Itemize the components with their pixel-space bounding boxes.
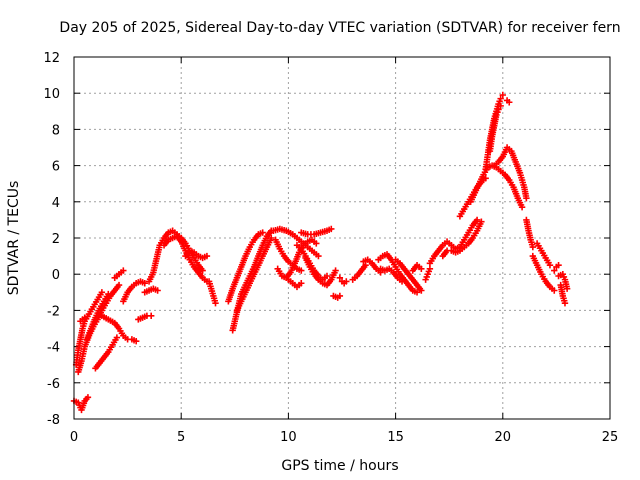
x-tick-label: 15 xyxy=(387,430,404,445)
data-point xyxy=(336,274,344,282)
data-point xyxy=(546,261,554,269)
data-point xyxy=(418,287,425,294)
data-point xyxy=(147,312,155,320)
y-tick-label: 12 xyxy=(43,51,60,66)
data-point xyxy=(105,290,112,298)
data-point xyxy=(418,265,425,272)
data-point xyxy=(413,289,421,296)
data-point xyxy=(518,204,526,211)
data-point xyxy=(259,229,266,236)
y-tick-label: 2 xyxy=(52,232,60,247)
data-point xyxy=(212,299,219,307)
data-point xyxy=(298,267,305,274)
data-point xyxy=(98,289,106,296)
data-point xyxy=(506,99,513,106)
y-tick-label: -8 xyxy=(47,413,60,428)
data-point xyxy=(561,299,569,307)
y-tick-label: -6 xyxy=(47,377,60,392)
x-axis-label: GPS time / hours xyxy=(281,458,398,474)
x-tick-label: 10 xyxy=(280,430,297,445)
data-point xyxy=(336,292,344,300)
data-point xyxy=(199,267,206,274)
y-tick-label: 4 xyxy=(52,196,60,211)
x-tick-label: 5 xyxy=(177,430,185,445)
data-point xyxy=(203,252,211,260)
data-point xyxy=(81,314,88,321)
data-point xyxy=(478,218,485,225)
data-point xyxy=(497,95,504,102)
data-point xyxy=(113,334,121,341)
data-point xyxy=(495,106,502,113)
data-point xyxy=(84,394,92,401)
data-point xyxy=(115,281,123,289)
data-point xyxy=(398,278,406,285)
x-tick-label: 25 xyxy=(602,430,619,445)
y-tick-label: -2 xyxy=(47,304,60,319)
y-tick-label: 6 xyxy=(52,160,60,175)
x-tick-label: 0 xyxy=(70,430,78,445)
data-point xyxy=(555,261,562,269)
data-point xyxy=(499,91,506,99)
data-point xyxy=(120,267,127,274)
data-point xyxy=(132,337,140,345)
data-point xyxy=(315,252,322,260)
data-point xyxy=(482,175,489,182)
data-point xyxy=(497,102,504,110)
y-tick-label: -4 xyxy=(47,341,60,356)
y-tick-label: 8 xyxy=(52,123,60,138)
data-point xyxy=(523,194,530,202)
data-point xyxy=(323,272,331,280)
chart-title: Day 205 of 2025, Sidereal Day-to-day VTE… xyxy=(59,20,620,36)
data-point xyxy=(154,287,161,294)
y-tick-label: 0 xyxy=(52,268,60,283)
data-point xyxy=(343,278,350,285)
plot-frame xyxy=(73,56,611,420)
y-tick-label: 10 xyxy=(43,87,60,102)
data-point xyxy=(141,280,148,287)
data-point xyxy=(529,243,537,251)
data-point xyxy=(328,225,335,233)
data-point xyxy=(298,280,305,287)
data-point xyxy=(426,265,434,272)
data-point xyxy=(473,216,481,224)
data-points xyxy=(70,91,571,414)
data-point xyxy=(268,234,275,242)
data-point xyxy=(332,267,339,274)
data-point xyxy=(313,240,320,247)
data-point xyxy=(551,287,558,294)
data-point xyxy=(563,285,571,292)
y-axis-label: SDTVAR / TECUs xyxy=(6,181,22,296)
data-point xyxy=(551,267,558,274)
x-tick-label: 20 xyxy=(495,430,512,445)
tick-labels: 0 5 10 15 20 25 -8 -6 -4 -2 0 2 4 6 8 10 12 xyxy=(43,51,618,445)
